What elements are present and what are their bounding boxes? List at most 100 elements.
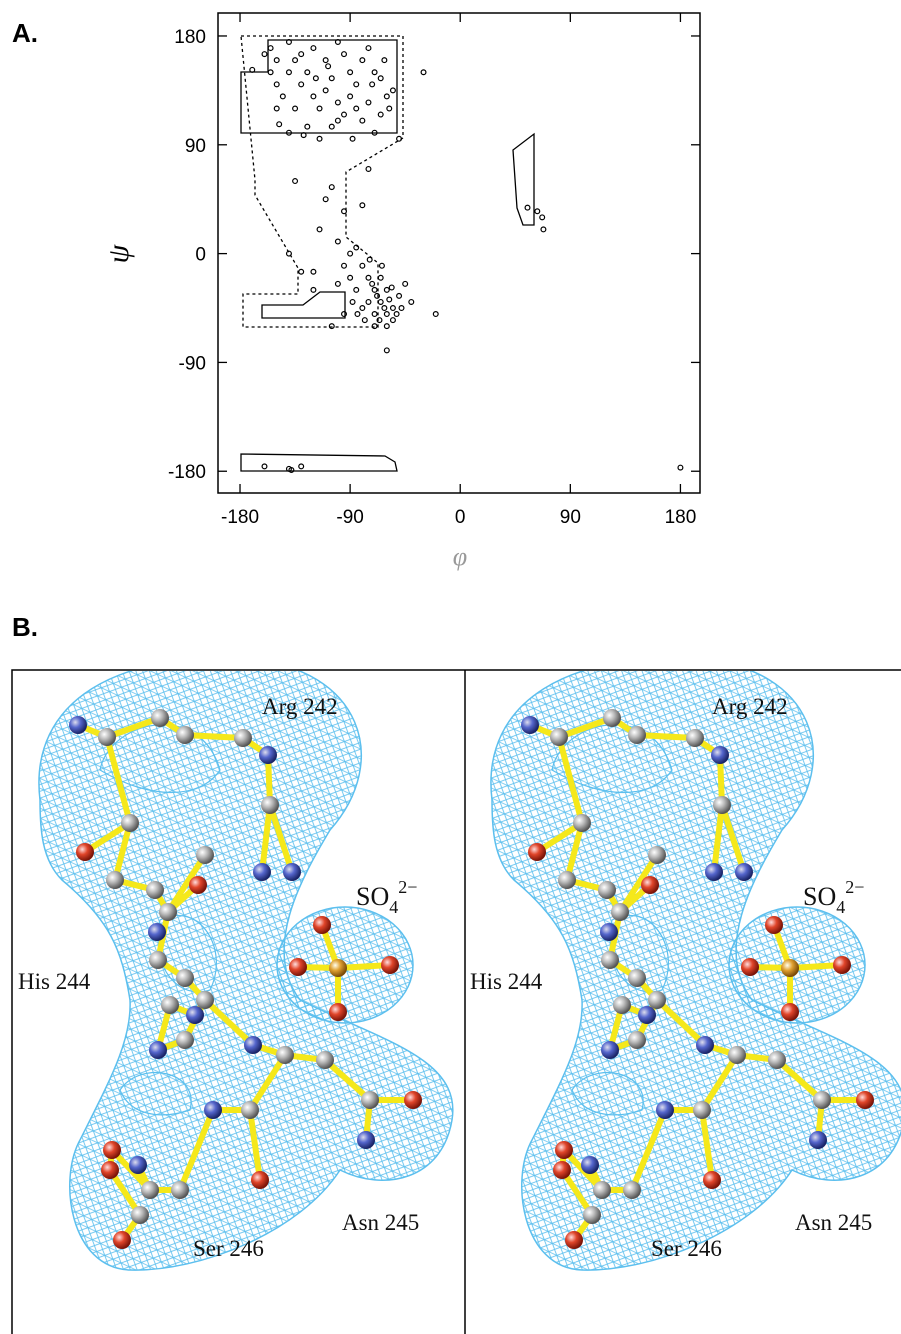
point — [334, 280, 341, 287]
point — [369, 280, 376, 287]
point — [292, 105, 299, 112]
point — [365, 99, 372, 106]
point — [328, 184, 335, 191]
point — [267, 45, 274, 52]
point — [539, 214, 546, 221]
ion-label-sub: 4 — [389, 897, 398, 917]
point — [334, 99, 341, 106]
point — [353, 244, 360, 251]
point — [310, 286, 317, 293]
point — [285, 69, 292, 76]
point — [371, 69, 378, 76]
point — [261, 51, 268, 58]
y-tick-label: 0 — [195, 245, 206, 266]
residue-label: Ser 246 — [193, 1236, 264, 1261]
point — [383, 323, 390, 330]
point — [312, 75, 319, 82]
point — [322, 87, 329, 94]
point — [371, 323, 378, 330]
point — [377, 75, 384, 82]
point — [304, 69, 311, 76]
point — [388, 284, 395, 291]
point — [359, 117, 366, 124]
point — [377, 298, 384, 305]
point — [383, 347, 390, 354]
residue-label: Asn 245 — [342, 1210, 419, 1235]
point — [341, 111, 348, 118]
point — [347, 274, 354, 281]
point — [304, 123, 311, 130]
point — [389, 305, 396, 312]
core-region — [240, 39, 398, 134]
x-tick-label: -90 — [336, 507, 363, 528]
point — [524, 204, 531, 211]
point — [353, 105, 360, 112]
y-tick-label: 90 — [185, 136, 206, 157]
point — [402, 280, 409, 287]
y-axis-label: ψ — [102, 243, 135, 263]
stereo-left — [39, 659, 453, 1270]
point — [359, 262, 366, 269]
ion-label-sup: 2− — [398, 877, 417, 897]
density-panel: Arg 242 His 244 Ser 246 Asn 245 SO42− Ar… — [11, 659, 901, 1334]
point — [298, 51, 305, 58]
point — [310, 45, 317, 52]
point — [540, 226, 547, 233]
point — [285, 250, 292, 257]
x-tick-label: -180 — [221, 507, 259, 528]
point — [353, 81, 360, 88]
residue-label: Arg 242 — [712, 694, 788, 719]
point — [300, 132, 307, 139]
point — [383, 286, 390, 293]
core-region — [261, 291, 346, 319]
point — [347, 93, 354, 100]
point — [316, 226, 323, 233]
point — [310, 93, 317, 100]
point — [381, 57, 388, 64]
point — [371, 311, 378, 318]
point — [353, 286, 360, 293]
point — [285, 39, 292, 46]
point — [349, 135, 356, 142]
point — [365, 165, 372, 172]
point — [341, 208, 348, 215]
residue-label: His 244 — [470, 969, 543, 994]
point — [432, 311, 439, 318]
y-tick-label: 180 — [174, 27, 206, 48]
ramachandran-plot: φ ψ -180 -90 0 90 180 -180 -90 0 90 180 — [102, 12, 701, 571]
point — [381, 305, 388, 312]
point — [389, 87, 396, 94]
point — [292, 178, 299, 185]
ion-label-sup: 2− — [845, 877, 864, 897]
point — [328, 123, 335, 130]
residue-label: Arg 242 — [262, 694, 338, 719]
residue-label: His 244 — [18, 969, 91, 994]
y-tick-label: -180 — [168, 462, 206, 483]
point — [267, 69, 274, 76]
point — [298, 268, 305, 275]
point — [334, 39, 341, 46]
core-region — [240, 453, 398, 472]
core-region — [512, 132, 535, 226]
residue-label: Asn 245 — [795, 1210, 872, 1235]
point — [396, 292, 403, 299]
point — [396, 135, 403, 142]
point — [279, 93, 286, 100]
point — [420, 69, 427, 76]
point — [374, 292, 381, 299]
point — [316, 135, 323, 142]
point — [322, 196, 329, 203]
ion-label-base: SO — [356, 882, 389, 911]
point — [366, 256, 373, 263]
point — [386, 296, 393, 303]
point — [273, 57, 280, 64]
ion-label: SO42− — [356, 877, 417, 917]
x-tick-label: 180 — [665, 507, 697, 528]
point — [361, 317, 368, 324]
point — [365, 298, 372, 305]
point — [341, 262, 348, 269]
point — [359, 57, 366, 64]
point — [383, 311, 390, 318]
point — [389, 317, 396, 324]
